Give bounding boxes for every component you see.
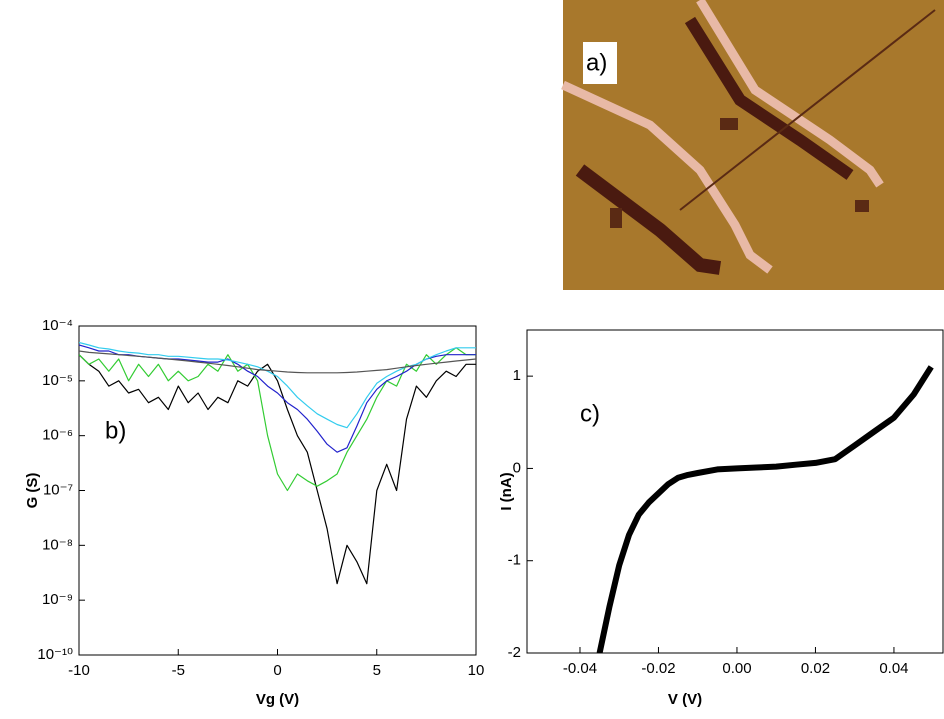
x-tick-label: -0.04 <box>563 660 597 677</box>
data-line <box>79 347 476 492</box>
nanotube <box>679 9 936 211</box>
panel-label: b) <box>105 417 126 444</box>
particle <box>720 118 738 130</box>
y-tick-label: -1 <box>508 552 521 569</box>
y-tick-label: 10⁻⁹ <box>42 591 73 608</box>
y-tick-label: 10⁻¹⁰ <box>37 646 73 663</box>
x-tick-label: 0.04 <box>879 660 908 677</box>
afm-image: a) <box>561 0 944 290</box>
y-tick-label: 10⁻⁷ <box>43 481 73 498</box>
particle <box>855 200 869 212</box>
x-tick-label: 0 <box>273 662 281 679</box>
x-axis-label: Vg (V) <box>256 691 299 708</box>
data-line <box>79 354 476 585</box>
panel-label: a) <box>586 49 607 76</box>
data-line <box>596 365 934 653</box>
x-tick-label: -10 <box>68 662 90 679</box>
x-tick-label: 0.02 <box>801 660 830 677</box>
label-box <box>583 42 617 84</box>
y-tick-label: 10⁻⁵ <box>42 372 73 389</box>
x-tick-label: 5 <box>373 662 381 679</box>
y-axis-label: I (nA) <box>498 472 515 510</box>
plot-frame <box>526 329 944 654</box>
electrode-shadow <box>684 16 854 180</box>
y-tick-label: 1 <box>513 367 521 384</box>
data-line <box>79 341 476 429</box>
x-tick-label: 0.00 <box>722 660 751 677</box>
y-tick-label: 10⁻⁴ <box>42 317 73 334</box>
electrode-shadow <box>575 164 722 275</box>
x-axis-label: V (V) <box>668 691 702 708</box>
panel-label: c) <box>580 400 600 427</box>
y-tick-label: 0 <box>513 459 521 476</box>
y-tick-label: -2 <box>508 644 521 661</box>
image-background <box>563 0 944 290</box>
x-tick-label: 10 <box>468 662 485 679</box>
particle <box>610 208 622 228</box>
y-tick-label: 10⁻⁶ <box>42 427 73 444</box>
plot-frame <box>78 325 477 656</box>
data-line <box>79 344 476 453</box>
x-tick-label: -5 <box>172 662 185 679</box>
electrode <box>561 80 773 274</box>
electrode <box>696 0 884 188</box>
data-line <box>79 350 476 374</box>
y-tick-label: 10⁻⁸ <box>42 536 73 553</box>
x-tick-label: -0.02 <box>641 660 675 677</box>
y-axis-label: G (S) <box>24 473 41 509</box>
